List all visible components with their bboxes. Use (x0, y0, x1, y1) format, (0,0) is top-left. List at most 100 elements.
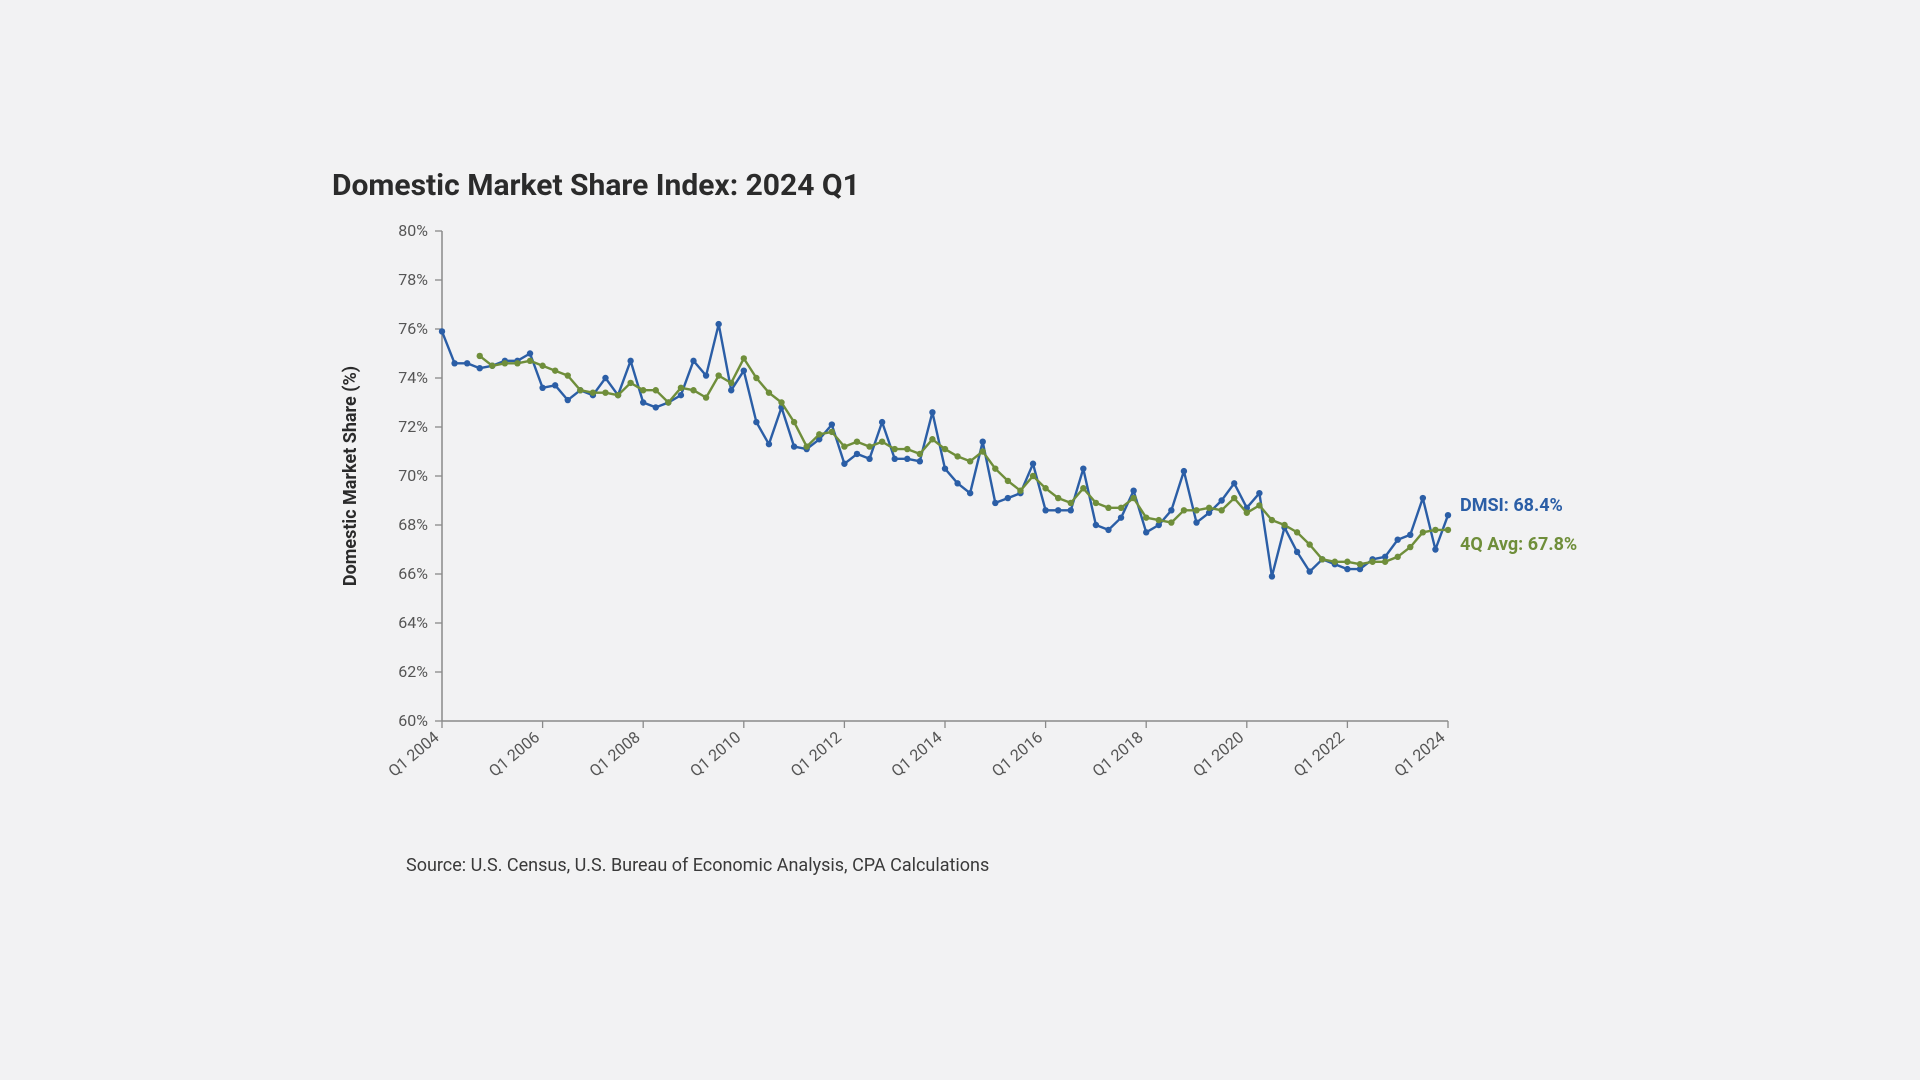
series-marker-DMSI (766, 441, 772, 447)
series-marker-DMSI (841, 461, 847, 467)
series-marker-4Q Avg (892, 446, 898, 452)
series-end-label-dmsi: DMSI: 68.4% (1460, 495, 1563, 516)
y-tick-label: 60% (398, 711, 428, 730)
series-end-label-4qavg: 4Q Avg: 67.8% (1460, 534, 1577, 555)
series-marker-DMSI (464, 360, 470, 366)
series-marker-4Q Avg (615, 392, 621, 398)
y-tick-label: 80% (398, 221, 428, 240)
series-marker-DMSI (980, 439, 986, 445)
series-marker-4Q Avg (1407, 544, 1413, 550)
series-marker-DMSI (1256, 490, 1262, 496)
x-tick-label: Q1 2012 (787, 728, 845, 781)
series-marker-4Q Avg (1093, 500, 1099, 506)
series-marker-4Q Avg (1055, 495, 1061, 501)
y-tick-label: 72% (398, 417, 428, 436)
series-marker-4Q Avg (715, 372, 721, 378)
series-marker-4Q Avg (816, 431, 822, 437)
series-marker-DMSI (1093, 522, 1099, 528)
series-marker-4Q Avg (1206, 505, 1212, 511)
series-marker-4Q Avg (854, 439, 860, 445)
series-marker-4Q Avg (1042, 485, 1048, 491)
series-marker-4Q Avg (1420, 529, 1426, 535)
series-marker-DMSI (439, 328, 445, 334)
series-marker-DMSI (967, 490, 973, 496)
series-marker-DMSI (1218, 497, 1224, 503)
series-marker-4Q Avg (791, 419, 797, 425)
series-marker-4Q Avg (1432, 527, 1438, 533)
y-axis-label: Domestic Market Share (%) (340, 366, 361, 586)
series-marker-4Q Avg (1344, 559, 1350, 565)
series-marker-DMSI (929, 409, 935, 415)
series-marker-4Q Avg (690, 387, 696, 393)
series-marker-4Q Avg (1445, 527, 1451, 533)
series-marker-DMSI (678, 392, 684, 398)
series-marker-DMSI (791, 443, 797, 449)
x-tick-label: Q1 2024 (1390, 728, 1448, 781)
series-marker-4Q Avg (1068, 500, 1074, 506)
series-marker-4Q Avg (1105, 505, 1111, 511)
series-marker-4Q Avg (1306, 541, 1312, 547)
source-text: Source: U.S. Census, U.S. Bureau of Econ… (406, 855, 1648, 876)
y-tick-label: 62% (398, 662, 428, 681)
series-marker-4Q Avg (653, 387, 659, 393)
series-marker-4Q Avg (1382, 559, 1388, 565)
x-tick-label: Q1 2008 (586, 728, 644, 781)
y-tick-label: 68% (398, 515, 428, 534)
series-marker-DMSI (1080, 465, 1086, 471)
series-marker-4Q Avg (502, 360, 508, 366)
chart-area: 60%62%64%66%68%70%72%74%76%78%80%Q1 2004… (272, 211, 1648, 851)
series-marker-DMSI (942, 465, 948, 471)
series-marker-DMSI (1181, 468, 1187, 474)
series-marker-DMSI (753, 419, 759, 425)
series-marker-DMSI (1395, 537, 1401, 543)
series-marker-4Q Avg (514, 360, 520, 366)
series-marker-4Q Avg (1357, 561, 1363, 567)
series-marker-4Q Avg (703, 394, 709, 400)
series-marker-4Q Avg (640, 387, 646, 393)
x-tick-label: Q1 2014 (887, 728, 945, 781)
series-marker-4Q Avg (1269, 517, 1275, 523)
series-marker-DMSI (1231, 480, 1237, 486)
series-marker-DMSI (1306, 568, 1312, 574)
page-frame: Domestic Market Share Index: 2024 Q1 60%… (0, 0, 1920, 1080)
y-tick-label: 74% (398, 368, 428, 387)
series-marker-4Q Avg (829, 429, 835, 435)
series-marker-DMSI (715, 321, 721, 327)
series-marker-DMSI (904, 456, 910, 462)
series-marker-4Q Avg (728, 380, 734, 386)
series-marker-4Q Avg (778, 399, 784, 405)
series-marker-4Q Avg (954, 453, 960, 459)
series-marker-DMSI (1118, 514, 1124, 520)
chart-svg: 60%62%64%66%68%70%72%74%76%78%80%Q1 2004… (272, 211, 1648, 851)
series-marker-4Q Avg (1332, 559, 1338, 565)
series-marker-DMSI (527, 350, 533, 356)
series-marker-DMSI (854, 451, 860, 457)
series-marker-DMSI (879, 419, 885, 425)
series-marker-DMSI (892, 456, 898, 462)
series-marker-DMSI (728, 387, 734, 393)
series-marker-4Q Avg (627, 380, 633, 386)
series-marker-4Q Avg (577, 387, 583, 393)
series-marker-DMSI (1193, 519, 1199, 525)
series-marker-DMSI (1068, 507, 1074, 513)
y-tick-label: 70% (398, 466, 428, 485)
y-tick-label: 76% (398, 319, 428, 338)
series-marker-DMSI (1005, 495, 1011, 501)
y-tick-label: 78% (398, 270, 428, 289)
x-tick-label: Q1 2006 (485, 728, 543, 781)
series-marker-4Q Avg (1193, 507, 1199, 513)
series-marker-4Q Avg (766, 390, 772, 396)
series-marker-4Q Avg (1005, 478, 1011, 484)
series-marker-4Q Avg (1369, 559, 1375, 565)
series-marker-DMSI (829, 421, 835, 427)
series-marker-DMSI (539, 385, 545, 391)
series-marker-4Q Avg (489, 363, 495, 369)
series-marker-4Q Avg (1156, 517, 1162, 523)
series-marker-DMSI (1269, 573, 1275, 579)
series-marker-DMSI (992, 500, 998, 506)
series-marker-DMSI (1294, 549, 1300, 555)
series-marker-4Q Avg (1395, 554, 1401, 560)
series-marker-DMSI (627, 358, 633, 364)
series-marker-DMSI (1432, 546, 1438, 552)
series-marker-4Q Avg (1130, 495, 1136, 501)
